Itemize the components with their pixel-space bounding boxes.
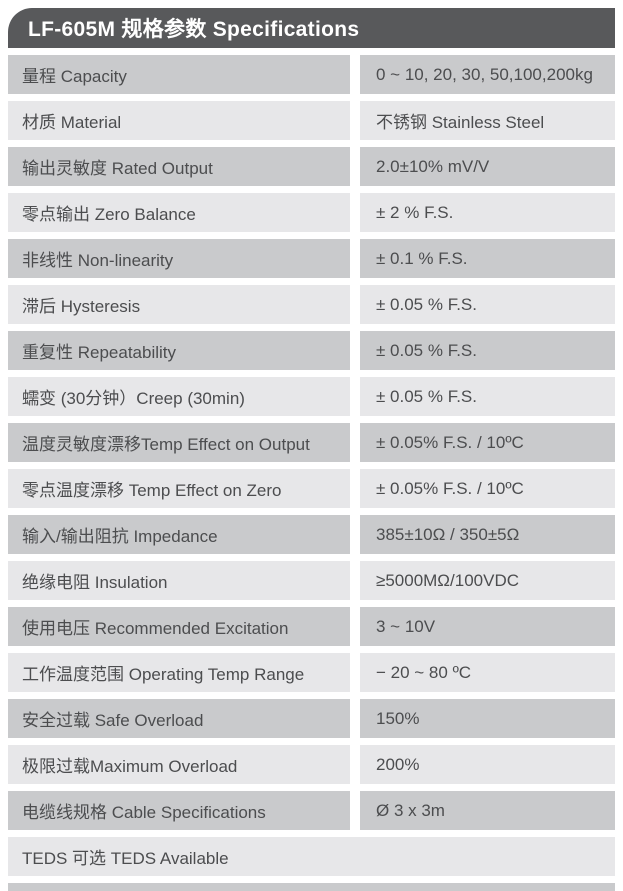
spec-value: 0 ~ 10, 20, 30, 50,100,200kg (360, 55, 615, 94)
spec-label: 量程 Capacity (8, 55, 350, 94)
spec-label: 零点温度漂移 Temp Effect on Zero (8, 469, 350, 508)
spec-value: 150% (360, 699, 615, 738)
spec-value: 3 ~ 10V (360, 607, 615, 646)
spec-label: 安全过载 Safe Overload (8, 699, 350, 738)
spec-row: 电缆线规格 Cable Specifications Ø 3 x 3m (8, 791, 615, 830)
spec-value: ± 0.05% F.S. / 10ºC (360, 469, 615, 508)
spec-row: 使用电压 Recommended Excitation 3 ~ 10V (8, 607, 615, 646)
spec-label: 滞后 Hysteresis (8, 285, 350, 324)
spec-value: ≥5000MΩ/100VDC (360, 561, 615, 600)
spec-row: 温度灵敏度漂移Temp Effect on Output ± 0.05% F.S.… (8, 423, 615, 462)
spec-row: 非线性 Non-linearity ± 0.1 % F.S. (8, 239, 615, 278)
spec-label: 工作温度范围 Operating Temp Range (8, 653, 350, 692)
spec-value: ± 0.1 % F.S. (360, 239, 615, 278)
spec-value: 200% (360, 745, 615, 784)
spec-row: 工作温度范围 Operating Temp Range − 20 ~ 80 ºC (8, 653, 615, 692)
spec-row: 安全过载 Safe Overload 150% (8, 699, 615, 738)
spec-label: 输入/输出阻抗 Impedance (8, 515, 350, 554)
spec-label: 使用电压 Recommended Excitation (8, 607, 350, 646)
bottom-divider (8, 883, 615, 891)
spec-label: 温度灵敏度漂移Temp Effect on Output (8, 423, 350, 462)
spec-row: 零点输出 Zero Balance ± 2 % F.S. (8, 193, 615, 232)
spec-value: 不锈钢 Stainless Steel (360, 101, 615, 140)
spec-value: ± 2 % F.S. (360, 193, 615, 232)
spec-value: ± 0.05 % F.S. (360, 377, 615, 416)
spec-label: 输出灵敏度 Rated Output (8, 147, 350, 186)
spec-label: 重复性 Repeatability (8, 331, 350, 370)
spec-row: 量程 Capacity 0 ~ 10, 20, 30, 50,100,200kg (8, 55, 615, 94)
spec-value: ± 0.05 % F.S. (360, 285, 615, 324)
spec-value: − 20 ~ 80 ºC (360, 653, 615, 692)
spec-label: TEDS 可选 TEDS Available (8, 837, 615, 876)
spec-label: 极限过载Maximum Overload (8, 745, 350, 784)
spec-label: 电缆线规格 Cable Specifications (8, 791, 350, 830)
spec-row: 材质 Material 不锈钢 Stainless Steel (8, 101, 615, 140)
spec-value: 2.0±10% mV/V (360, 147, 615, 186)
spec-row: TEDS 可选 TEDS Available (8, 837, 615, 876)
spec-label: 零点输出 Zero Balance (8, 193, 350, 232)
spec-value: 385±10Ω / 350±5Ω (360, 515, 615, 554)
spec-table: 量程 Capacity 0 ~ 10, 20, 30, 50,100,200kg 材… (8, 55, 615, 876)
spec-label: 材质 Material (8, 101, 350, 140)
spec-value: ± 0.05 % F.S. (360, 331, 615, 370)
spec-row: 输入/输出阻抗 Impedance 385±10Ω / 350±5Ω (8, 515, 615, 554)
spec-label: 非线性 Non-linearity (8, 239, 350, 278)
spec-row: 输出灵敏度 Rated Output 2.0±10% mV/V (8, 147, 615, 186)
spec-row: 蠕变 (30分钟）Creep (30min) ± 0.05 % F.S. (8, 377, 615, 416)
spec-label: 绝缘电阻 Insulation (8, 561, 350, 600)
spec-row: 滞后 Hysteresis ± 0.05 % F.S. (8, 285, 615, 324)
spec-row: 重复性 Repeatability ± 0.05 % F.S. (8, 331, 615, 370)
spec-value: ± 0.05% F.S. / 10ºC (360, 423, 615, 462)
spec-label: 蠕变 (30分钟）Creep (30min) (8, 377, 350, 416)
spec-value: Ø 3 x 3m (360, 791, 615, 830)
spec-row: 极限过载Maximum Overload 200% (8, 745, 615, 784)
spec-title: LF-605M 规格参数 Specifications (28, 18, 360, 41)
spec-row: 绝缘电阻 Insulation ≥5000MΩ/100VDC (8, 561, 615, 600)
spec-row: 零点温度漂移 Temp Effect on Zero ± 0.05% F.S. /… (8, 469, 615, 508)
spec-header: LF-605M 规格参数 Specifications (8, 8, 615, 48)
